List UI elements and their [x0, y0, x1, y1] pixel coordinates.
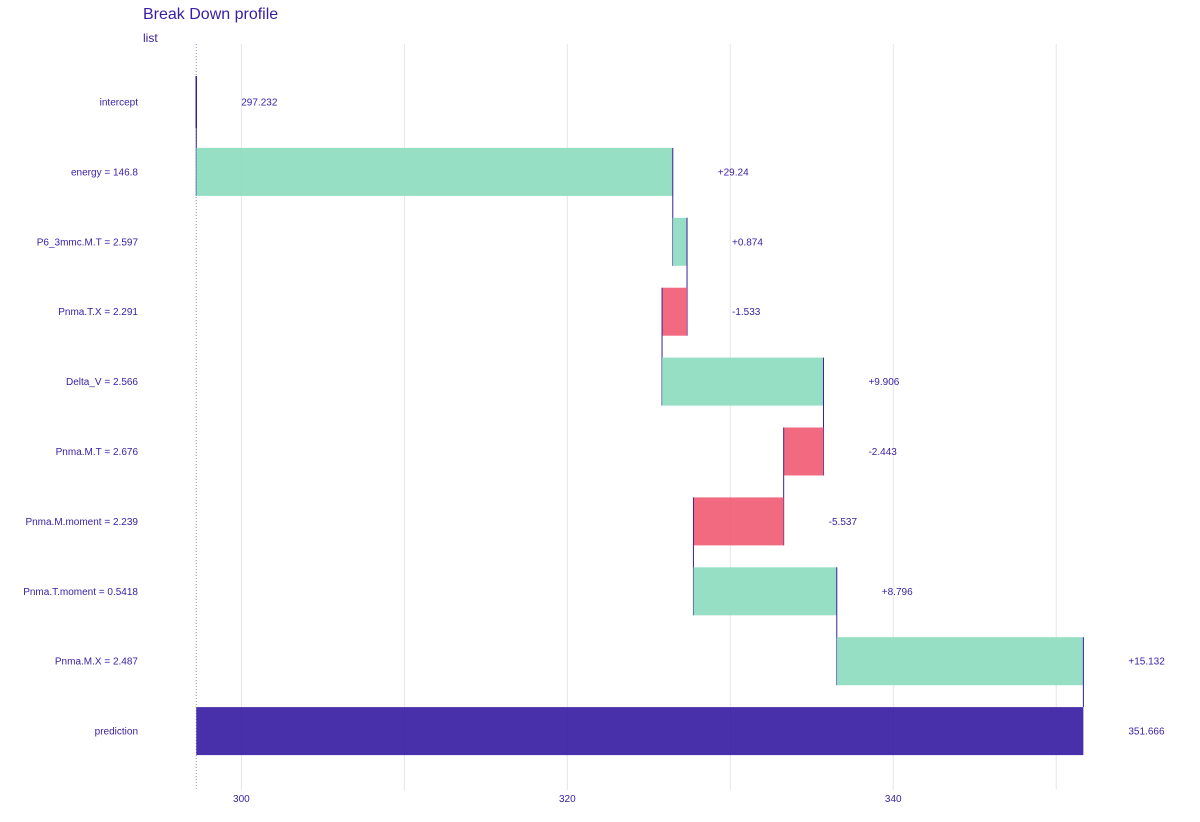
category-label: Delta_V = 2.566 — [66, 377, 138, 388]
bar-negative — [693, 497, 784, 546]
category-label: Pnma.M.T = 2.676 — [56, 447, 139, 458]
bar-positive — [693, 567, 837, 616]
value-label: -2.443 — [868, 447, 897, 458]
category-label: prediction — [95, 727, 138, 738]
value-label: +9.906 — [868, 377, 899, 388]
labels: intercept 297.232 energy = 146.8 +29.24 P6_3… — [23, 98, 1165, 738]
value-label: -5.537 — [829, 517, 858, 528]
category-label: Pnma.M.moment = 2.239 — [25, 517, 138, 528]
chart-subtitle: list — [143, 31, 158, 45]
bar-positive — [196, 147, 673, 196]
bar-positive — [672, 217, 688, 266]
value-label: +0.874 — [732, 237, 763, 248]
category-label: Pnma.T.X = 2.291 — [58, 307, 138, 318]
chart-title: Break Down profile — [143, 6, 278, 23]
x-tick-label: 320 — [559, 794, 576, 805]
x-axis-ticks: 300 320 340 — [233, 794, 902, 805]
bar-negative — [662, 287, 688, 336]
category-label: Pnma.T.moment = 0.5418 — [23, 587, 138, 598]
category-label: energy = 146.8 — [71, 167, 138, 178]
value-label: 351.666 — [1128, 727, 1165, 738]
bar-positive — [836, 637, 1084, 686]
value-label: 297.232 — [241, 98, 278, 109]
category-label: P6_3mmc.M.T = 2.597 — [37, 237, 139, 248]
bar-negative — [783, 427, 824, 476]
x-tick-label: 300 — [233, 794, 250, 805]
value-label: -1.533 — [732, 307, 761, 318]
bar-positive — [662, 357, 824, 406]
value-label: +29.24 — [718, 167, 749, 178]
x-tick-label: 340 — [885, 794, 902, 805]
value-label: +8.796 — [882, 587, 913, 598]
category-label: Pnma.M.X = 2.487 — [55, 657, 139, 668]
bar-prediction — [196, 707, 1084, 756]
category-label: intercept — [100, 98, 139, 109]
value-label: +15.132 — [1128, 657, 1165, 668]
bars — [195, 76, 1084, 756]
